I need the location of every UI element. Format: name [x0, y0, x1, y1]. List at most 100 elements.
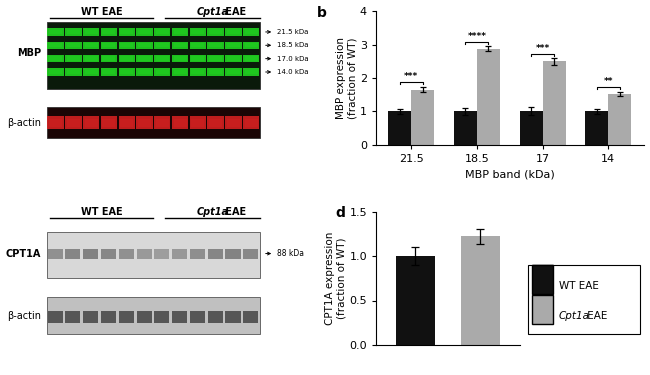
- Bar: [65, 116, 81, 129]
- Bar: [101, 55, 117, 62]
- Bar: [120, 43, 133, 48]
- Text: 21.5 kDa: 21.5 kDa: [277, 29, 308, 35]
- Bar: [227, 70, 240, 74]
- Bar: [47, 107, 260, 138]
- Bar: [136, 42, 153, 49]
- FancyBboxPatch shape: [532, 295, 553, 324]
- Text: 88 kDa: 88 kDa: [277, 249, 304, 258]
- Bar: [190, 311, 205, 323]
- Bar: [207, 28, 224, 36]
- Bar: [118, 55, 135, 62]
- Bar: [477, 49, 500, 145]
- Bar: [118, 28, 135, 36]
- Bar: [120, 57, 133, 61]
- Bar: [172, 68, 188, 76]
- Bar: [65, 42, 81, 49]
- Bar: [191, 43, 204, 48]
- Text: CPT1A: CPT1A: [6, 249, 41, 258]
- Bar: [226, 249, 240, 259]
- Bar: [101, 311, 116, 323]
- Bar: [47, 297, 260, 334]
- Text: b: b: [317, 6, 327, 20]
- Bar: [120, 70, 133, 74]
- Bar: [244, 57, 258, 61]
- Text: EAE: EAE: [222, 7, 246, 16]
- Bar: [136, 311, 151, 323]
- Bar: [83, 116, 99, 129]
- Bar: [156, 119, 169, 127]
- Bar: [191, 57, 204, 61]
- Bar: [461, 236, 500, 345]
- Bar: [156, 30, 169, 34]
- Bar: [65, 55, 81, 62]
- Bar: [67, 70, 80, 74]
- Bar: [174, 119, 187, 127]
- Bar: [49, 119, 62, 127]
- Bar: [191, 70, 204, 74]
- Bar: [66, 249, 81, 259]
- Bar: [174, 57, 187, 61]
- Bar: [47, 55, 64, 62]
- Bar: [154, 42, 170, 49]
- Bar: [244, 119, 258, 127]
- Bar: [227, 57, 240, 61]
- Bar: [209, 119, 222, 127]
- Bar: [84, 43, 98, 48]
- Bar: [207, 311, 223, 323]
- Text: 14.0 kDa: 14.0 kDa: [277, 69, 309, 75]
- Bar: [47, 231, 260, 278]
- Bar: [209, 57, 222, 61]
- Bar: [156, 43, 169, 48]
- Bar: [172, 311, 187, 323]
- Bar: [103, 30, 116, 34]
- Bar: [226, 28, 242, 36]
- Bar: [227, 30, 240, 34]
- Bar: [154, 249, 170, 259]
- Bar: [84, 30, 98, 34]
- Bar: [120, 30, 133, 34]
- Bar: [67, 30, 80, 34]
- Bar: [83, 42, 99, 49]
- Bar: [190, 28, 206, 36]
- Bar: [154, 311, 170, 323]
- Bar: [65, 68, 81, 76]
- Bar: [207, 42, 224, 49]
- Bar: [49, 57, 62, 61]
- Text: Cpt1a: Cpt1a: [559, 310, 590, 321]
- Text: ***: ***: [404, 72, 419, 81]
- Bar: [47, 28, 64, 36]
- Bar: [103, 70, 116, 74]
- Bar: [209, 70, 222, 74]
- Bar: [136, 55, 153, 62]
- Bar: [156, 70, 169, 74]
- Bar: [608, 94, 631, 145]
- Bar: [191, 30, 204, 34]
- Bar: [49, 30, 62, 34]
- Bar: [454, 111, 477, 145]
- Bar: [190, 42, 206, 49]
- Bar: [101, 249, 116, 259]
- Bar: [67, 43, 80, 48]
- Text: d: d: [336, 206, 346, 220]
- Bar: [209, 43, 222, 48]
- Bar: [118, 116, 135, 129]
- Bar: [136, 28, 153, 36]
- FancyBboxPatch shape: [528, 265, 640, 334]
- X-axis label: MBP band (kDa): MBP band (kDa): [465, 170, 554, 179]
- Bar: [191, 119, 204, 127]
- Bar: [101, 68, 117, 76]
- Bar: [154, 68, 170, 76]
- Bar: [119, 249, 134, 259]
- Bar: [101, 116, 117, 129]
- Bar: [118, 42, 135, 49]
- Bar: [66, 311, 81, 323]
- Bar: [190, 116, 206, 129]
- Bar: [47, 116, 64, 129]
- Bar: [84, 57, 98, 61]
- Bar: [174, 30, 187, 34]
- Bar: [156, 57, 169, 61]
- Bar: [172, 249, 187, 259]
- Bar: [190, 55, 206, 62]
- Bar: [209, 30, 222, 34]
- Bar: [103, 119, 116, 127]
